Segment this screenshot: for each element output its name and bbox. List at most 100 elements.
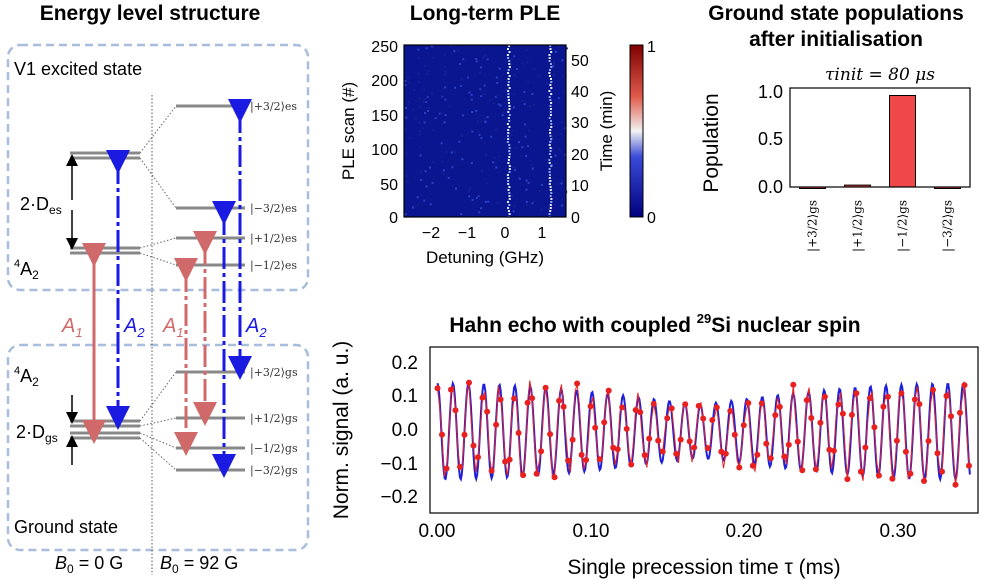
hahn-data-point	[677, 436, 684, 443]
ple-noise	[438, 112, 441, 115]
a2-label-right: A2	[245, 315, 267, 340]
ple-line-0	[508, 147, 511, 149]
hahn-data-point	[740, 422, 747, 429]
ple-noise	[553, 73, 556, 76]
ple-noise	[529, 105, 532, 108]
ple-noise	[551, 148, 553, 151]
ple-noise	[418, 105, 421, 108]
ple-noise	[426, 110, 429, 112]
ple-noise	[419, 170, 422, 173]
ple-line-1	[548, 171, 551, 173]
ple-line-1	[548, 72, 551, 74]
ple-noise	[475, 58, 478, 60]
ple-noise	[460, 134, 463, 137]
ple-noise	[418, 81, 420, 84]
ple-noise	[431, 129, 434, 132]
zero-field-levels	[70, 151, 140, 440]
ple-noise	[404, 84, 407, 87]
ple-noise	[460, 78, 463, 81]
hahn-xtick: 0.20	[726, 521, 763, 542]
hahn-data-point	[655, 437, 662, 444]
hahn-data-point	[799, 467, 806, 474]
ple-noise	[420, 179, 423, 181]
ple-line-0	[507, 177, 510, 179]
hahn-data-point	[916, 401, 923, 408]
ple-noise	[484, 54, 486, 56]
ple-line-0	[507, 90, 510, 92]
ple-noise	[563, 90, 566, 93]
hahn-data-point	[506, 456, 513, 463]
ple-noise	[558, 100, 561, 103]
ple-noise	[459, 63, 462, 65]
ket-es-3: |−1/2⟩es	[250, 259, 297, 273]
ple-noise	[492, 101, 495, 104]
ple-noise	[557, 147, 560, 150]
ple-line-1	[549, 141, 552, 143]
ple-noise	[440, 142, 443, 145]
ple-line-0	[508, 192, 511, 194]
hahn-data-point	[673, 450, 680, 457]
hahn-data-point	[443, 465, 450, 472]
pop-ytick: 0.0	[758, 177, 783, 197]
ple-line-0	[507, 48, 509, 50]
hahn-data-point	[547, 431, 554, 438]
ple-line-1	[550, 123, 553, 125]
ple-noise	[557, 97, 560, 100]
ple-line-1	[549, 45, 552, 47]
ple-noise	[484, 121, 487, 124]
ple-noise	[405, 116, 408, 119]
pop-xtick: |−3/2⟩gs	[941, 200, 955, 252]
ple-line-1	[549, 207, 552, 209]
ple-noise	[486, 58, 489, 61]
hahn-data-point	[790, 381, 797, 388]
hahn-data-point	[551, 474, 558, 481]
ple-noise	[489, 99, 492, 102]
ple-noise	[540, 184, 543, 186]
hahn-data-point	[948, 413, 954, 420]
ple-noise	[457, 49, 460, 52]
es-4a2-label: 4A2	[14, 258, 39, 282]
ple-noise	[497, 155, 500, 158]
hahn-data-point	[718, 448, 725, 455]
b0-right-label: B0 = 92 G	[160, 553, 238, 576]
ple-noise	[444, 114, 447, 117]
ple-noise	[521, 100, 524, 102]
ple-noise	[444, 86, 447, 89]
pop-ytick: 1.0	[758, 82, 783, 102]
ple-noise	[496, 95, 499, 98]
ple-yticks: 250 200 150 100 50 0	[371, 39, 398, 227]
hahn-data-point	[875, 472, 882, 479]
ple-line-0	[506, 141, 509, 143]
hahn-data-point	[754, 451, 761, 458]
ple-noise	[493, 157, 496, 160]
ple-noise	[527, 80, 530, 83]
ple-noise	[461, 114, 464, 117]
ple-noise	[425, 185, 428, 188]
ple-noise	[418, 122, 421, 124]
ple-noise	[514, 166, 517, 169]
hahn-data-point	[749, 462, 756, 469]
hahn-data-point	[565, 457, 572, 464]
ple-ytick: 250	[371, 39, 398, 56]
des-label: 2·Des	[20, 194, 62, 217]
ple-line-1	[548, 57, 551, 59]
ple-noise	[480, 95, 483, 98]
ple-y2ticks: 50 40 30 20 10 0	[571, 53, 589, 227]
ple-noise	[552, 61, 555, 64]
ple-line-0	[508, 150, 511, 152]
ple-noise	[499, 104, 502, 107]
hahn-data-point	[763, 440, 770, 447]
hahn-data-point	[713, 404, 720, 411]
hahn-data-point	[767, 455, 774, 462]
ple-noise	[484, 200, 487, 203]
ple-noise	[407, 100, 410, 103]
ple-line-0	[508, 171, 511, 173]
b0-left-label: B0 = 0 G	[55, 553, 123, 576]
ple-line-1	[548, 162, 551, 164]
hahn-data-point	[853, 390, 860, 397]
ple-noise	[511, 166, 514, 169]
ple-noise	[496, 82, 499, 84]
ple-line-0	[508, 102, 510, 104]
hahn-data-point	[758, 400, 765, 407]
ple-noise	[444, 98, 447, 101]
